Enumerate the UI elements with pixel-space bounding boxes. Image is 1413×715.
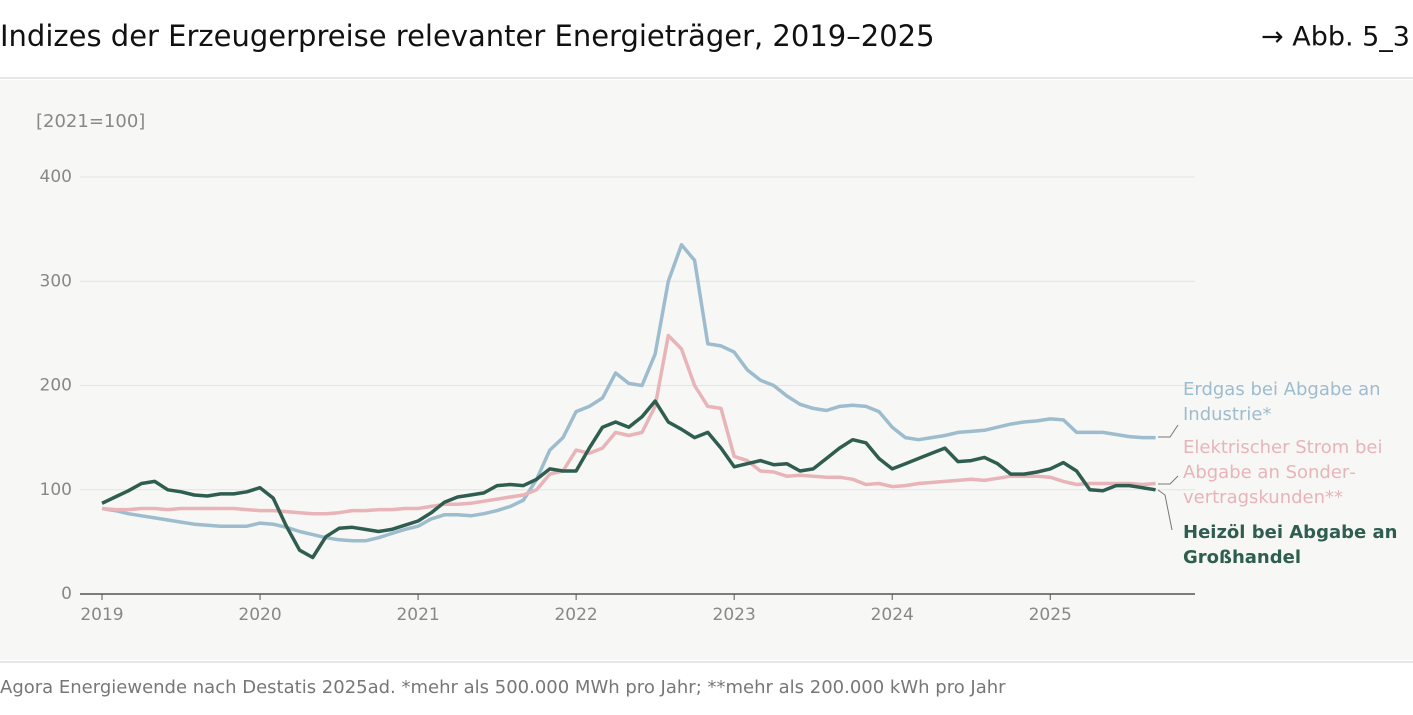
x-tick-label: 2022 — [554, 605, 597, 625]
plot: 0 100 200 300 400 2019 2020 2021 2022 2023 2024 202… — [40, 167, 1398, 625]
y-tick-label: 400 — [40, 167, 72, 187]
series-label-box: Erdgas bei Abgabe an Industrie* — [1183, 379, 1381, 425]
legend-label: Elektrischer Strom bei Abgabe an Sonder­… — [1183, 437, 1383, 508]
y-tick-label: 200 — [40, 376, 72, 396]
x-tick-label: 2019 — [80, 605, 123, 625]
connector — [1158, 424, 1179, 438]
y-tick-label: 300 — [40, 271, 72, 291]
series-line — [101, 243, 1156, 543]
y-unit: [2021=100] — [36, 111, 145, 132]
x-tick-label: 2023 — [713, 605, 756, 625]
x-tick-label: 2025 — [1029, 605, 1072, 625]
legend-label: Heizöl bei Abgabe an Großhandel — [1183, 522, 1398, 568]
x-tick-label: 2020 — [238, 605, 281, 625]
source: Agora Energiewende nach Destatis 2025ad.… — [0, 677, 1006, 698]
series-label-box: Elektrischer Strom bei Abgabe an Sonder­… — [1183, 437, 1383, 508]
title: Indizes der Erzeugerpreise relevanter En… — [0, 19, 935, 53]
connector — [1157, 489, 1173, 531]
y-tick-label: 0 — [61, 584, 72, 604]
legend-label: Erdgas bei Abgabe an Industrie* — [1183, 379, 1381, 425]
x-tick-label: 2024 — [871, 605, 914, 625]
connector — [1158, 475, 1179, 485]
x-tick-label: 2021 — [396, 605, 439, 625]
series-line — [101, 399, 1156, 560]
series-label-box: Heizöl bei Abgabe an Großhandel — [1183, 522, 1398, 568]
figure-ref: → Abb. 5_3 — [1261, 22, 1410, 53]
y-tick-label: 100 — [40, 480, 72, 500]
